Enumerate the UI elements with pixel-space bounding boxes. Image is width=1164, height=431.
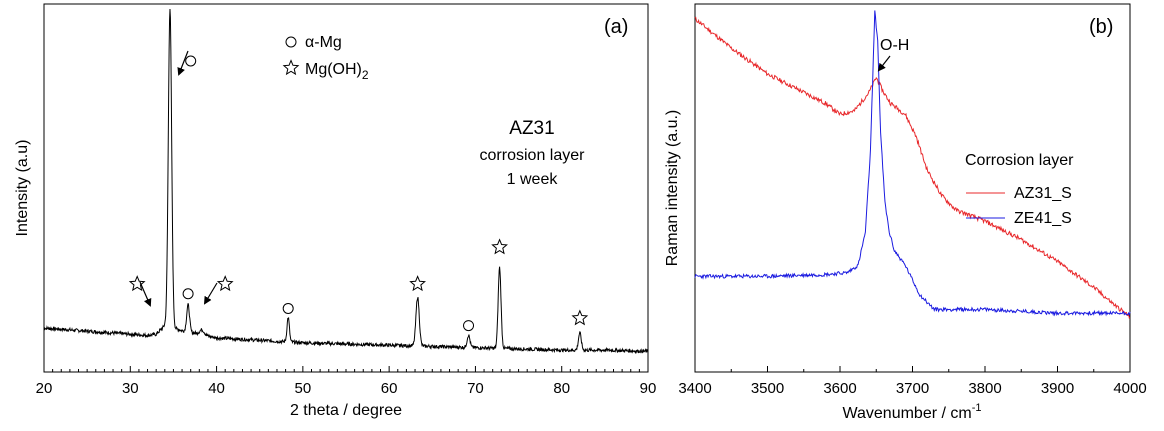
panel-a: 20 30 40 50 60 70 80 90 (a) α-Mg Mg(OH)2 AZ31 c… bbox=[14, 3, 657, 419]
panel-b-legend: Corrosion layer AZ31_S ZE41_S bbox=[965, 152, 1074, 227]
mgoh2-peak-marker bbox=[128, 275, 146, 292]
alpha-mg-peak-marker bbox=[182, 288, 194, 300]
legend-mgoh2-subscript: 2 bbox=[362, 68, 369, 82]
legend-label-ze41-s: ZE41_S bbox=[1014, 210, 1072, 227]
panel-a-legend: α-Mg Mg(OH)2 bbox=[282, 34, 369, 82]
arrow-mgoh2-38 bbox=[203, 282, 218, 305]
mgoh2-peak-marker bbox=[409, 275, 426, 292]
x-tick-label: 70 bbox=[467, 380, 484, 397]
arrow-alpha-mg-main-peak bbox=[177, 50, 189, 76]
oh-peak-arrow bbox=[877, 55, 891, 72]
legend-circle-symbol bbox=[285, 36, 297, 48]
x-tick-label: 3900 bbox=[1041, 380, 1074, 397]
x-tick-label: 30 bbox=[122, 380, 139, 397]
panel-b-y-axis-label: Raman intensity (a.u.) bbox=[664, 110, 681, 267]
mgoh2-peak-marker bbox=[491, 238, 508, 255]
sample-layer: corrosion layer bbox=[480, 147, 586, 164]
panel-a-label: (a) bbox=[604, 16, 628, 38]
x-tick-label: 4000 bbox=[1113, 380, 1146, 397]
x-tick-label: 3400 bbox=[678, 380, 711, 397]
series-line-az31-s bbox=[694, 16, 1131, 319]
legend-label-az31-s: AZ31_S bbox=[1014, 185, 1072, 202]
panel-b-x-tick-labels: 3400 3500 3600 3700 3800 3900 4000 bbox=[678, 380, 1146, 397]
panel-a-plot-frame bbox=[43, 3, 649, 373]
sample-duration: 1 week bbox=[507, 171, 559, 188]
oh-peak-annotation: O-H bbox=[880, 37, 909, 54]
x-tick-label: 40 bbox=[208, 380, 225, 397]
panel-b-label: (b) bbox=[1089, 16, 1113, 38]
panel-b-x-axis-label: Wavenumber / cm-1 bbox=[843, 402, 982, 422]
panel-b-x-axis-label-main: Wavenumber / cm bbox=[843, 405, 972, 422]
panel-a-y-axis-label: Intensity (a.u) bbox=[14, 140, 31, 237]
panel-b-x-ticks bbox=[694, 366, 1131, 372]
legend-star-symbol bbox=[282, 59, 300, 76]
panel-a-x-ticks bbox=[43, 366, 649, 372]
x-tick-label: 20 bbox=[36, 380, 53, 397]
x-tick-label: 80 bbox=[553, 380, 570, 397]
panel-b: 3400 3500 3600 3700 3800 3900 4000 (b) O-H Cor… bbox=[664, 3, 1147, 422]
mgoh2-peak-marker bbox=[571, 309, 589, 326]
x-tick-label: 50 bbox=[295, 380, 312, 397]
x-tick-label: 3600 bbox=[823, 380, 856, 397]
legend-alpha-mg-label: α-Mg bbox=[305, 34, 342, 51]
sample-name: AZ31 bbox=[509, 118, 554, 139]
panel-a-arrows bbox=[139, 50, 218, 307]
panel-a-x-tick-labels: 20 30 40 50 60 70 80 90 bbox=[36, 380, 657, 397]
panel-b-x-axis-label-sup: -1 bbox=[972, 402, 982, 414]
alpha-mg-peak-marker bbox=[185, 55, 197, 67]
mgoh2-peak-marker bbox=[216, 275, 234, 292]
x-tick-label: 3500 bbox=[751, 380, 784, 397]
x-tick-label: 3800 bbox=[968, 380, 1001, 397]
series-line-ze41-s bbox=[694, 10, 1131, 317]
x-tick-label: 60 bbox=[381, 380, 398, 397]
x-tick-label: 3700 bbox=[896, 380, 929, 397]
panel-a-xrd-pattern-line bbox=[43, 8, 649, 355]
legend-mgoh2-label: Mg(OH)2 bbox=[305, 61, 369, 82]
alpha-mg-peak-marker bbox=[463, 320, 475, 332]
panel-a-x-axis-label: 2 theta / degree bbox=[290, 402, 402, 419]
legend-mgoh2-main: Mg(OH) bbox=[305, 61, 362, 78]
x-tick-label: 90 bbox=[640, 380, 657, 397]
arrow-mgoh2-31 bbox=[139, 281, 152, 307]
legend-title: Corrosion layer bbox=[965, 152, 1074, 169]
panel-a-sample-text: AZ31 corrosion layer 1 week bbox=[480, 118, 586, 188]
panel-a-peak-markers bbox=[128, 55, 589, 332]
alpha-mg-peak-marker bbox=[282, 302, 294, 314]
